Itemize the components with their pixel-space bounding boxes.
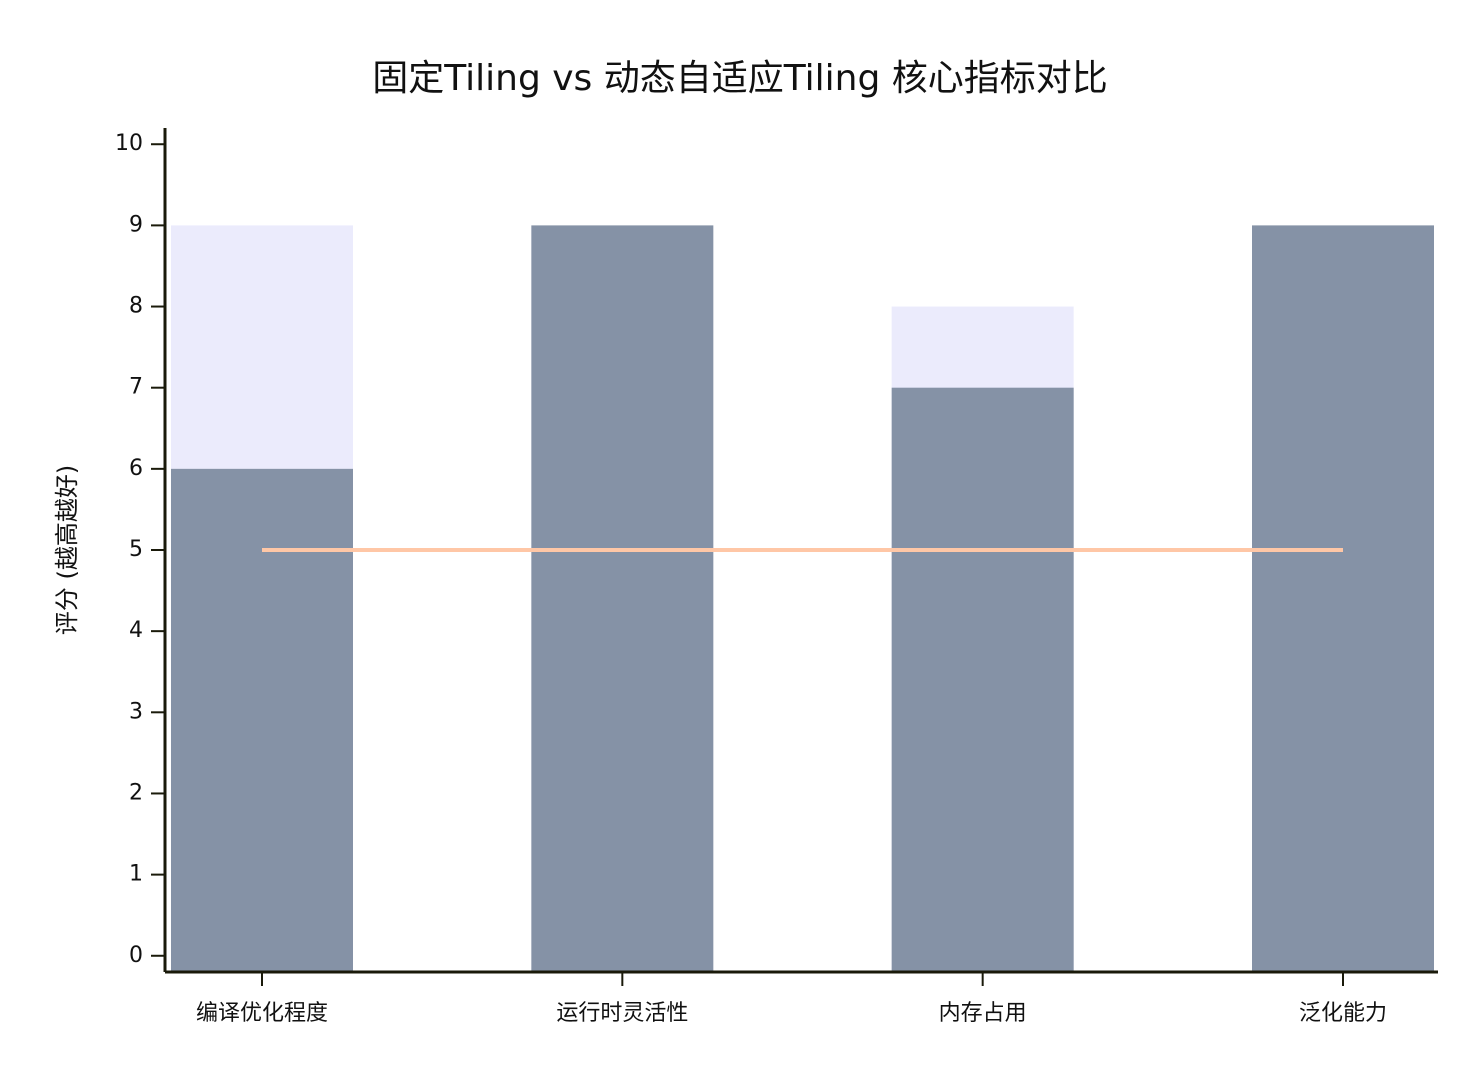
y-tick-label: 8 — [129, 294, 143, 319]
bar — [1252, 225, 1434, 972]
bar — [171, 468, 353, 972]
y-tick-label: 7 — [129, 375, 143, 400]
y-tick-label: 3 — [129, 699, 143, 724]
y-tick-label: 0 — [129, 943, 143, 968]
bar — [891, 387, 1074, 972]
chart-title: 固定Tiling vs 动态自适应Tiling 核心指标对比 — [372, 58, 1108, 99]
y-tick-label: 10 — [115, 131, 143, 156]
y-tick-label: 5 — [129, 537, 143, 562]
x-tick-label: 泛化能力 — [1299, 1001, 1387, 1026]
plot — [171, 225, 1434, 972]
bar — [531, 225, 714, 972]
y-tick-label: 6 — [129, 456, 143, 481]
x-tick-label: 编译优化程度 — [196, 1001, 328, 1026]
y-tick-label: 9 — [129, 212, 143, 237]
y-tick-label: 4 — [129, 618, 143, 643]
y-tick-label: 1 — [129, 862, 143, 887]
y-tick-label: 2 — [129, 780, 143, 805]
x-tick-label: 运行时灵活性 — [556, 1001, 688, 1026]
y-axis-label: 评分 (越高越好) — [53, 465, 81, 635]
x-tick-label: 内存占用 — [939, 1001, 1027, 1026]
